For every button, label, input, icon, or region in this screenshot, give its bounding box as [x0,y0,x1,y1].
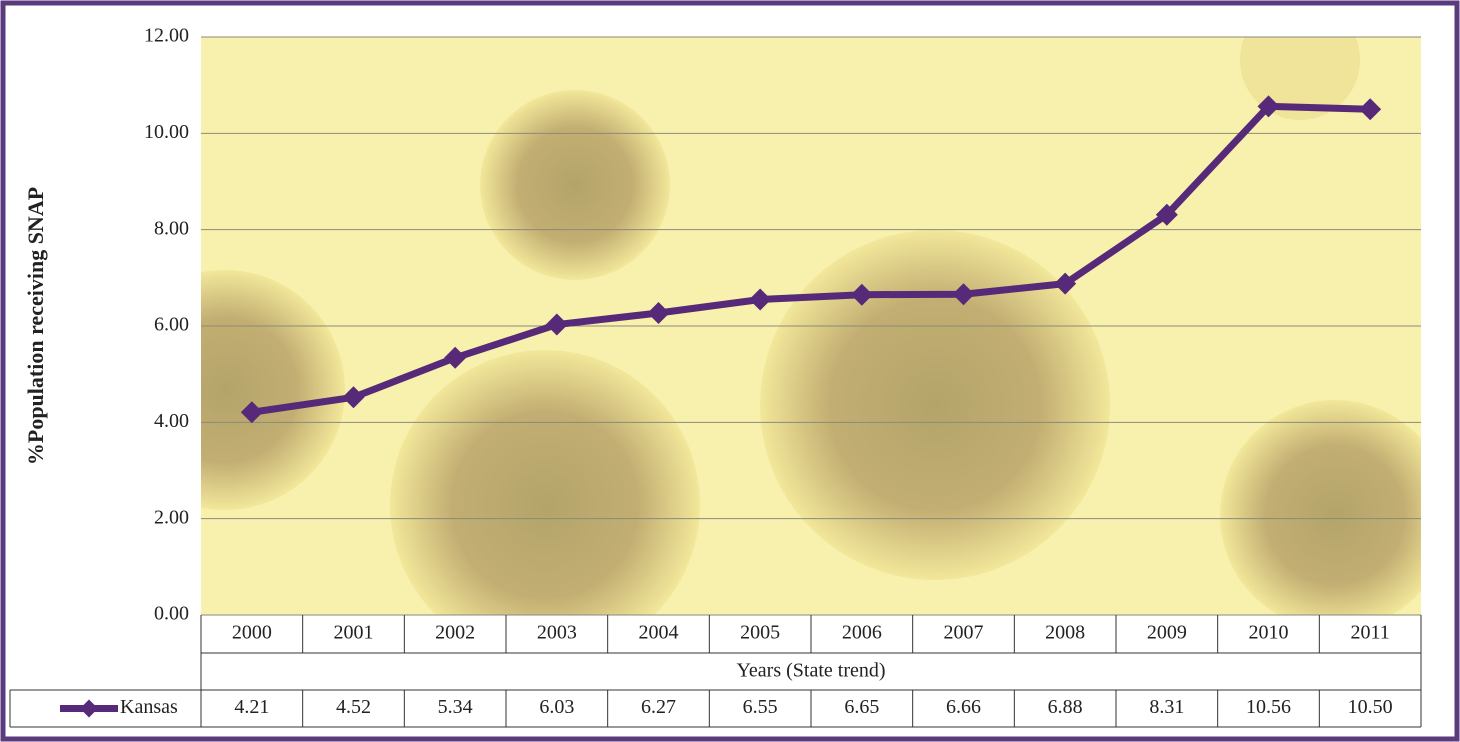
x-tick-label: 2003 [537,622,577,644]
y-tick-label: 8.00 [154,217,189,239]
x-axis-title: Years (State trend) [736,660,885,682]
x-tick-label: 2011 [1351,622,1390,644]
table-value: 10.50 [1348,696,1393,718]
table-value: 4.21 [234,696,269,718]
chart: %Population receiving SNAP Years (State … [0,0,1460,742]
legend-label: Kansas [120,696,178,718]
x-tick-label: 2005 [740,622,780,644]
x-tick-label: 2006 [842,622,882,644]
x-tick-label: 2009 [1147,622,1187,644]
page: {"chart_data": {"type": "line", "y_label… [0,0,1460,742]
table-value: 6.65 [844,696,879,718]
y-tick-label: 10.00 [144,121,189,143]
y-tick-label: 0.00 [154,603,189,625]
y-tick-label: 6.00 [154,314,189,336]
x-tick-label: 2010 [1249,622,1289,644]
x-tick-label: 2002 [435,622,475,644]
x-tick-label: 2001 [334,622,374,644]
table-value: 8.31 [1149,696,1184,718]
y-tick-label: 4.00 [154,410,189,432]
x-tick-label: 2004 [639,622,679,644]
y-axis-title: %Population receiving SNAP [23,187,48,465]
table-value: 6.66 [946,696,981,718]
y-tick-label: 12.00 [144,25,189,47]
y-tick-label: 2.00 [154,506,189,528]
x-tick-label: 2008 [1045,622,1085,644]
table-value: 5.34 [438,696,473,718]
plot-background [105,0,1450,660]
table-value: 10.56 [1246,696,1291,718]
table-value: 6.88 [1048,696,1083,718]
x-tick-label: 2000 [232,622,272,644]
table-value: 6.27 [641,696,676,718]
table-value: 6.55 [743,696,778,718]
table-value: 4.52 [336,696,371,718]
x-tick-label: 2007 [944,622,984,644]
table-value: 6.03 [539,696,574,718]
